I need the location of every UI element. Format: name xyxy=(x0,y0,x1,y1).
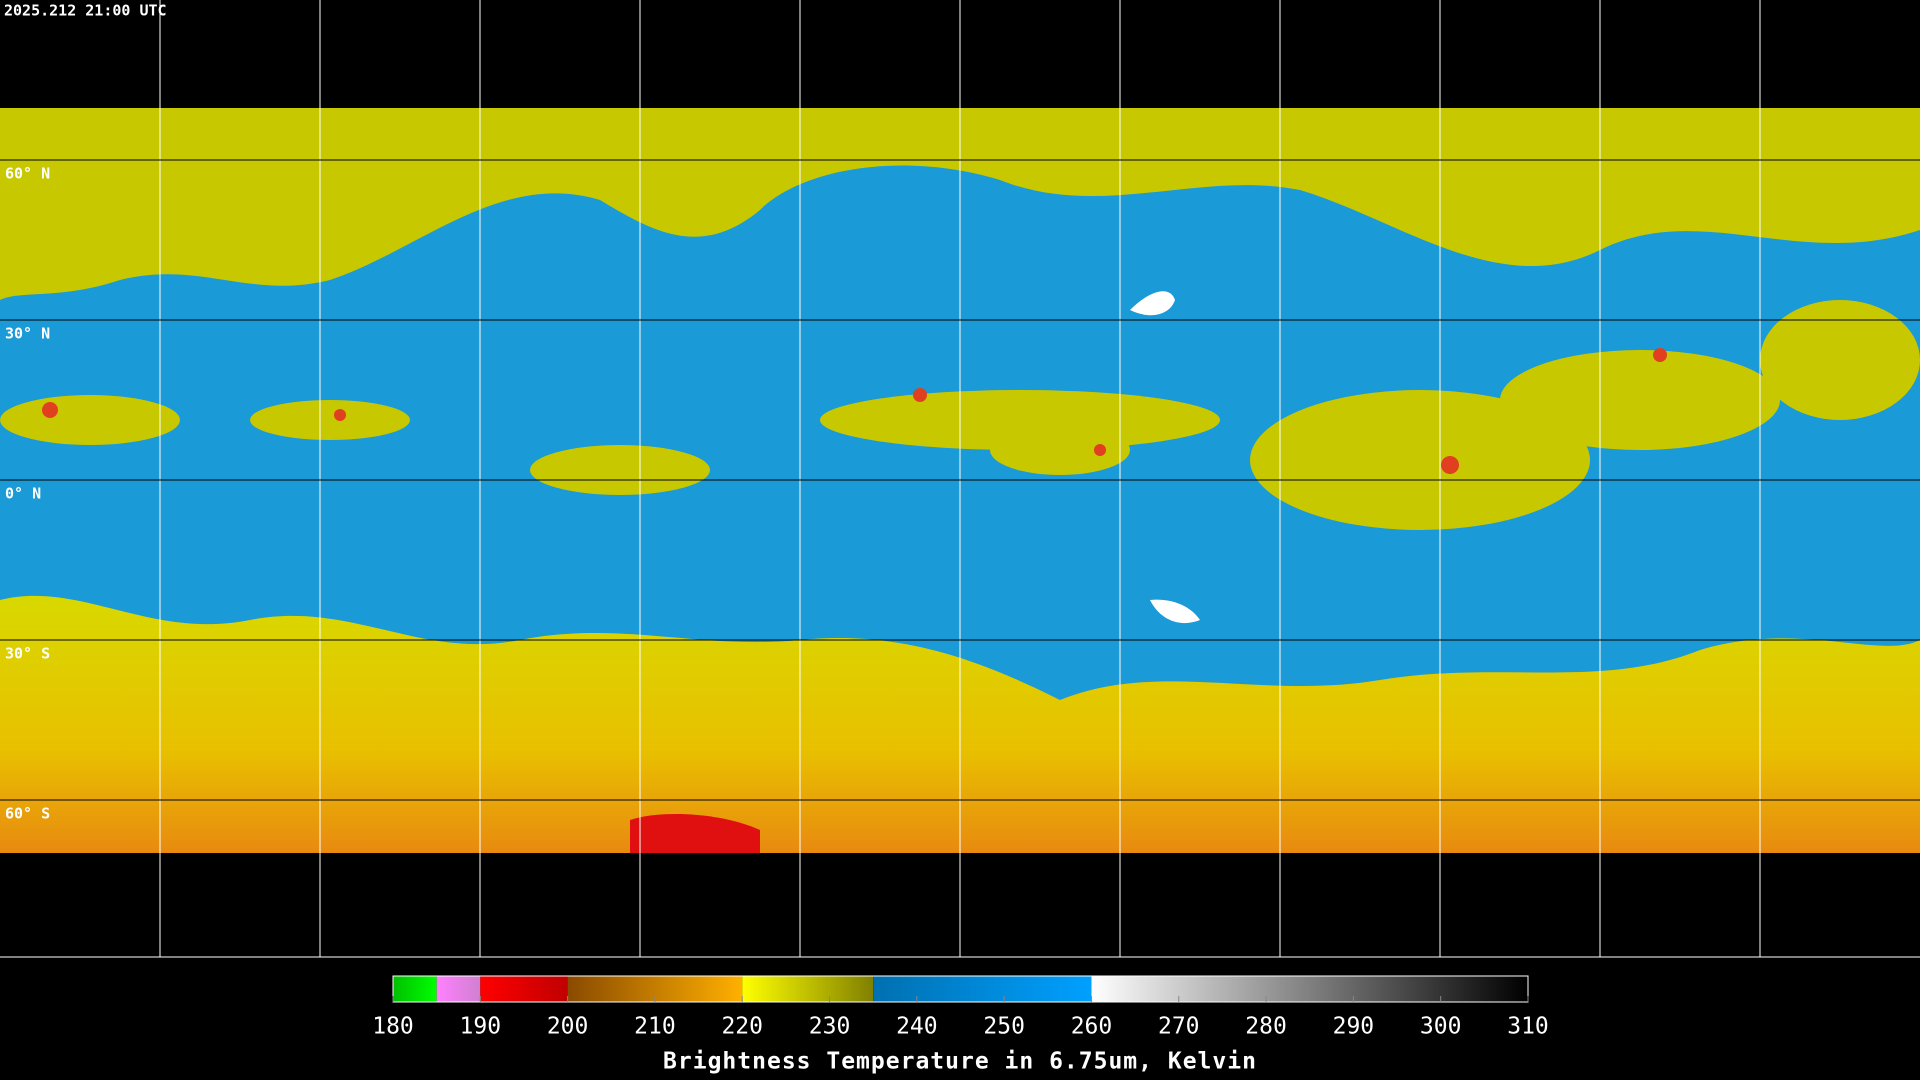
colorbar-tick-label: 230 xyxy=(809,1014,851,1040)
latitude-label: 30° S xyxy=(5,645,50,663)
latitude-label: 30° N xyxy=(5,325,50,343)
colorbar-title: Brightness Temperature in 6.75um, Kelvin xyxy=(663,1049,1257,1075)
timestamp: 2025.212 21:00 UTC xyxy=(4,2,167,20)
colorbar-tick-label: 310 xyxy=(1507,1014,1549,1040)
colorbar-segment xyxy=(436,976,481,1002)
colorbar-segment xyxy=(480,976,568,1002)
colorbar: 180 190 200 210 220 230 240 250 260 270 280 290 300 3… xyxy=(372,975,1549,1040)
colorbar-tick-label: 200 xyxy=(547,1014,589,1040)
graticule xyxy=(0,0,1920,958)
colorbar-tick-label: 240 xyxy=(896,1014,938,1040)
latitude-label: 0° N xyxy=(5,485,41,503)
colorbar-tick-label: 280 xyxy=(1245,1014,1287,1040)
colorbar-segment xyxy=(1091,976,1528,1002)
colorbar-segment xyxy=(873,976,1092,1002)
colorbar-tick-label: 270 xyxy=(1158,1014,1200,1040)
colorbar-frame xyxy=(392,975,1529,1003)
latitude-label: 60° S xyxy=(5,805,50,823)
cold-spot xyxy=(630,814,760,853)
colorbar-segment xyxy=(393,976,437,1002)
latitude-label: 60° N xyxy=(5,165,50,183)
colorbar-tick-label: 260 xyxy=(1071,1014,1113,1040)
colorbar-segment xyxy=(742,976,874,1002)
colorbar-tick-label: 220 xyxy=(721,1014,763,1040)
latitude-labels: 60° N 30° N 0° N 30° S 60° S xyxy=(5,165,50,823)
colorbar-tick-label: 210 xyxy=(634,1014,676,1040)
colorbar-tick-label: 290 xyxy=(1333,1014,1375,1040)
colorbar-tick-label: 180 xyxy=(372,1014,414,1040)
colorbar-tick-label: 300 xyxy=(1420,1014,1462,1040)
deep-convection xyxy=(42,348,1667,474)
colorbar-tick-label: 190 xyxy=(460,1014,502,1040)
colorbar-tick-label: 250 xyxy=(983,1014,1025,1040)
